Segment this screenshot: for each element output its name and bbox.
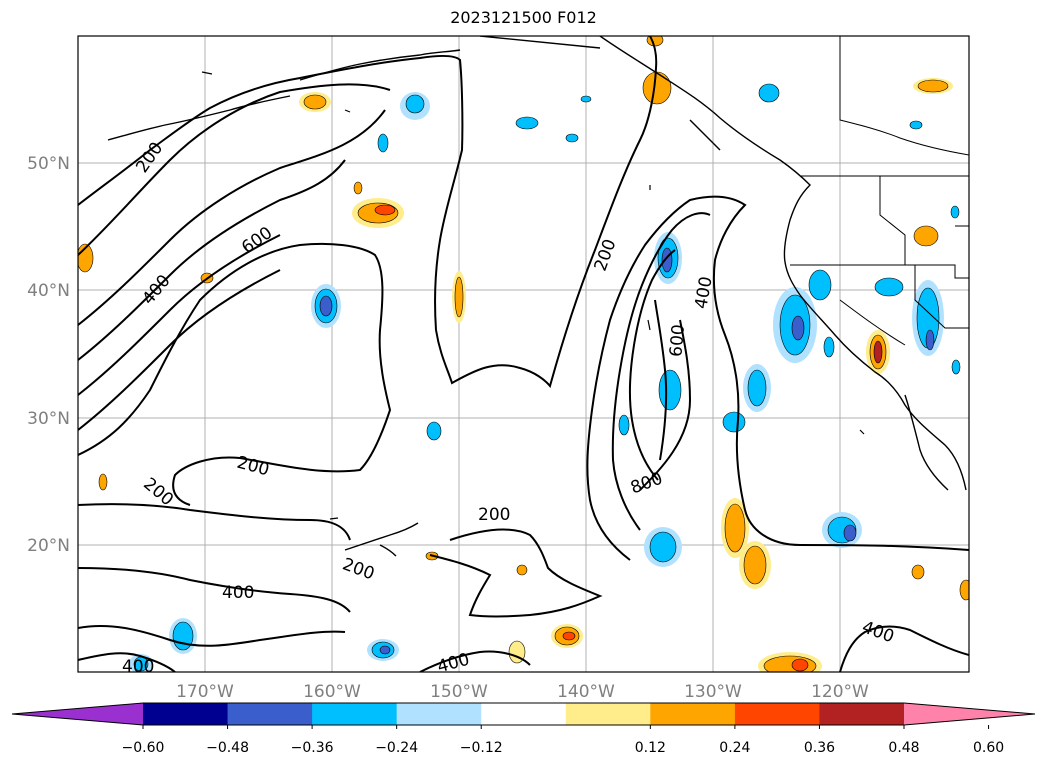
lon-label-140w: 140°W (557, 682, 615, 702)
height-contours (78, 36, 969, 672)
borders (790, 36, 969, 346)
colorbar-tick-label: −0.48 (206, 740, 249, 756)
colorbar-segment (565, 703, 651, 725)
colorbar: −0.60 −0.48 −0.36 −0.24 −0.12 0.12 0.24 0.36 0.4… (11, 702, 1036, 756)
colorbar-tick-label: −0.24 (375, 740, 418, 756)
colorbar-tick-label: 0.48 (888, 740, 919, 756)
colorbar-tick-label: 0.60 (973, 740, 1004, 756)
lat-label-30n: 30°N (27, 409, 70, 429)
map-title: 2023121500 F012 (450, 8, 597, 27)
colorbar-extend-high (904, 703, 1035, 725)
colorbar-tick-label: 0.24 (719, 740, 750, 756)
map-background (78, 36, 969, 672)
colorbar-segment (312, 703, 398, 725)
latitude-labels: 50°N 40°N 30°N 20°N (27, 154, 70, 556)
lon-label-170w: 170°W (176, 682, 234, 702)
contour-label: 400 (122, 657, 154, 677)
colorbar-tick-label: −0.12 (460, 740, 503, 756)
colorbar-segments (12, 703, 1035, 725)
colorbar-ticks: −0.60 −0.48 −0.36 −0.24 −0.12 0.12 0.24 0.36 0.4… (122, 725, 1004, 756)
colorbar-extend-low (12, 703, 143, 725)
longitude-labels: 170°W 160°W 150°W 140°W 130°W 120°W (176, 682, 869, 702)
colorbar-tick-label: −0.36 (291, 740, 334, 756)
map-frame (77, 35, 970, 673)
lon-label-130w: 130°W (684, 682, 742, 702)
anomaly-patches (78, 36, 969, 672)
lon-label-120w: 120°W (811, 682, 869, 702)
colorbar-segment (650, 703, 736, 725)
colorbar-segment (481, 703, 567, 725)
lat-label-20n: 20°N (27, 536, 70, 556)
lat-label-40n: 40°N (27, 281, 70, 301)
islands (201, 71, 865, 520)
lon-label-150w: 150°W (430, 682, 488, 702)
lon-label-160w: 160°W (303, 682, 361, 702)
colorbar-segment (227, 703, 313, 725)
colorbar-segment (819, 703, 905, 725)
colorbar-tick-label: −0.60 (122, 740, 165, 756)
lat-label-50n: 50°N (27, 154, 70, 174)
contour-label: 200 (478, 505, 510, 525)
colorbar-tick-label: 0.12 (635, 740, 666, 756)
colorbar-outline (11, 702, 1036, 726)
contour-label: 400 (222, 583, 254, 603)
colorbar-segment (143, 703, 229, 725)
contour-label: 600 (666, 324, 689, 358)
colorbar-segment (734, 703, 820, 725)
colorbar-tick-label: 0.36 (804, 740, 835, 756)
colorbar-segment (396, 703, 482, 725)
